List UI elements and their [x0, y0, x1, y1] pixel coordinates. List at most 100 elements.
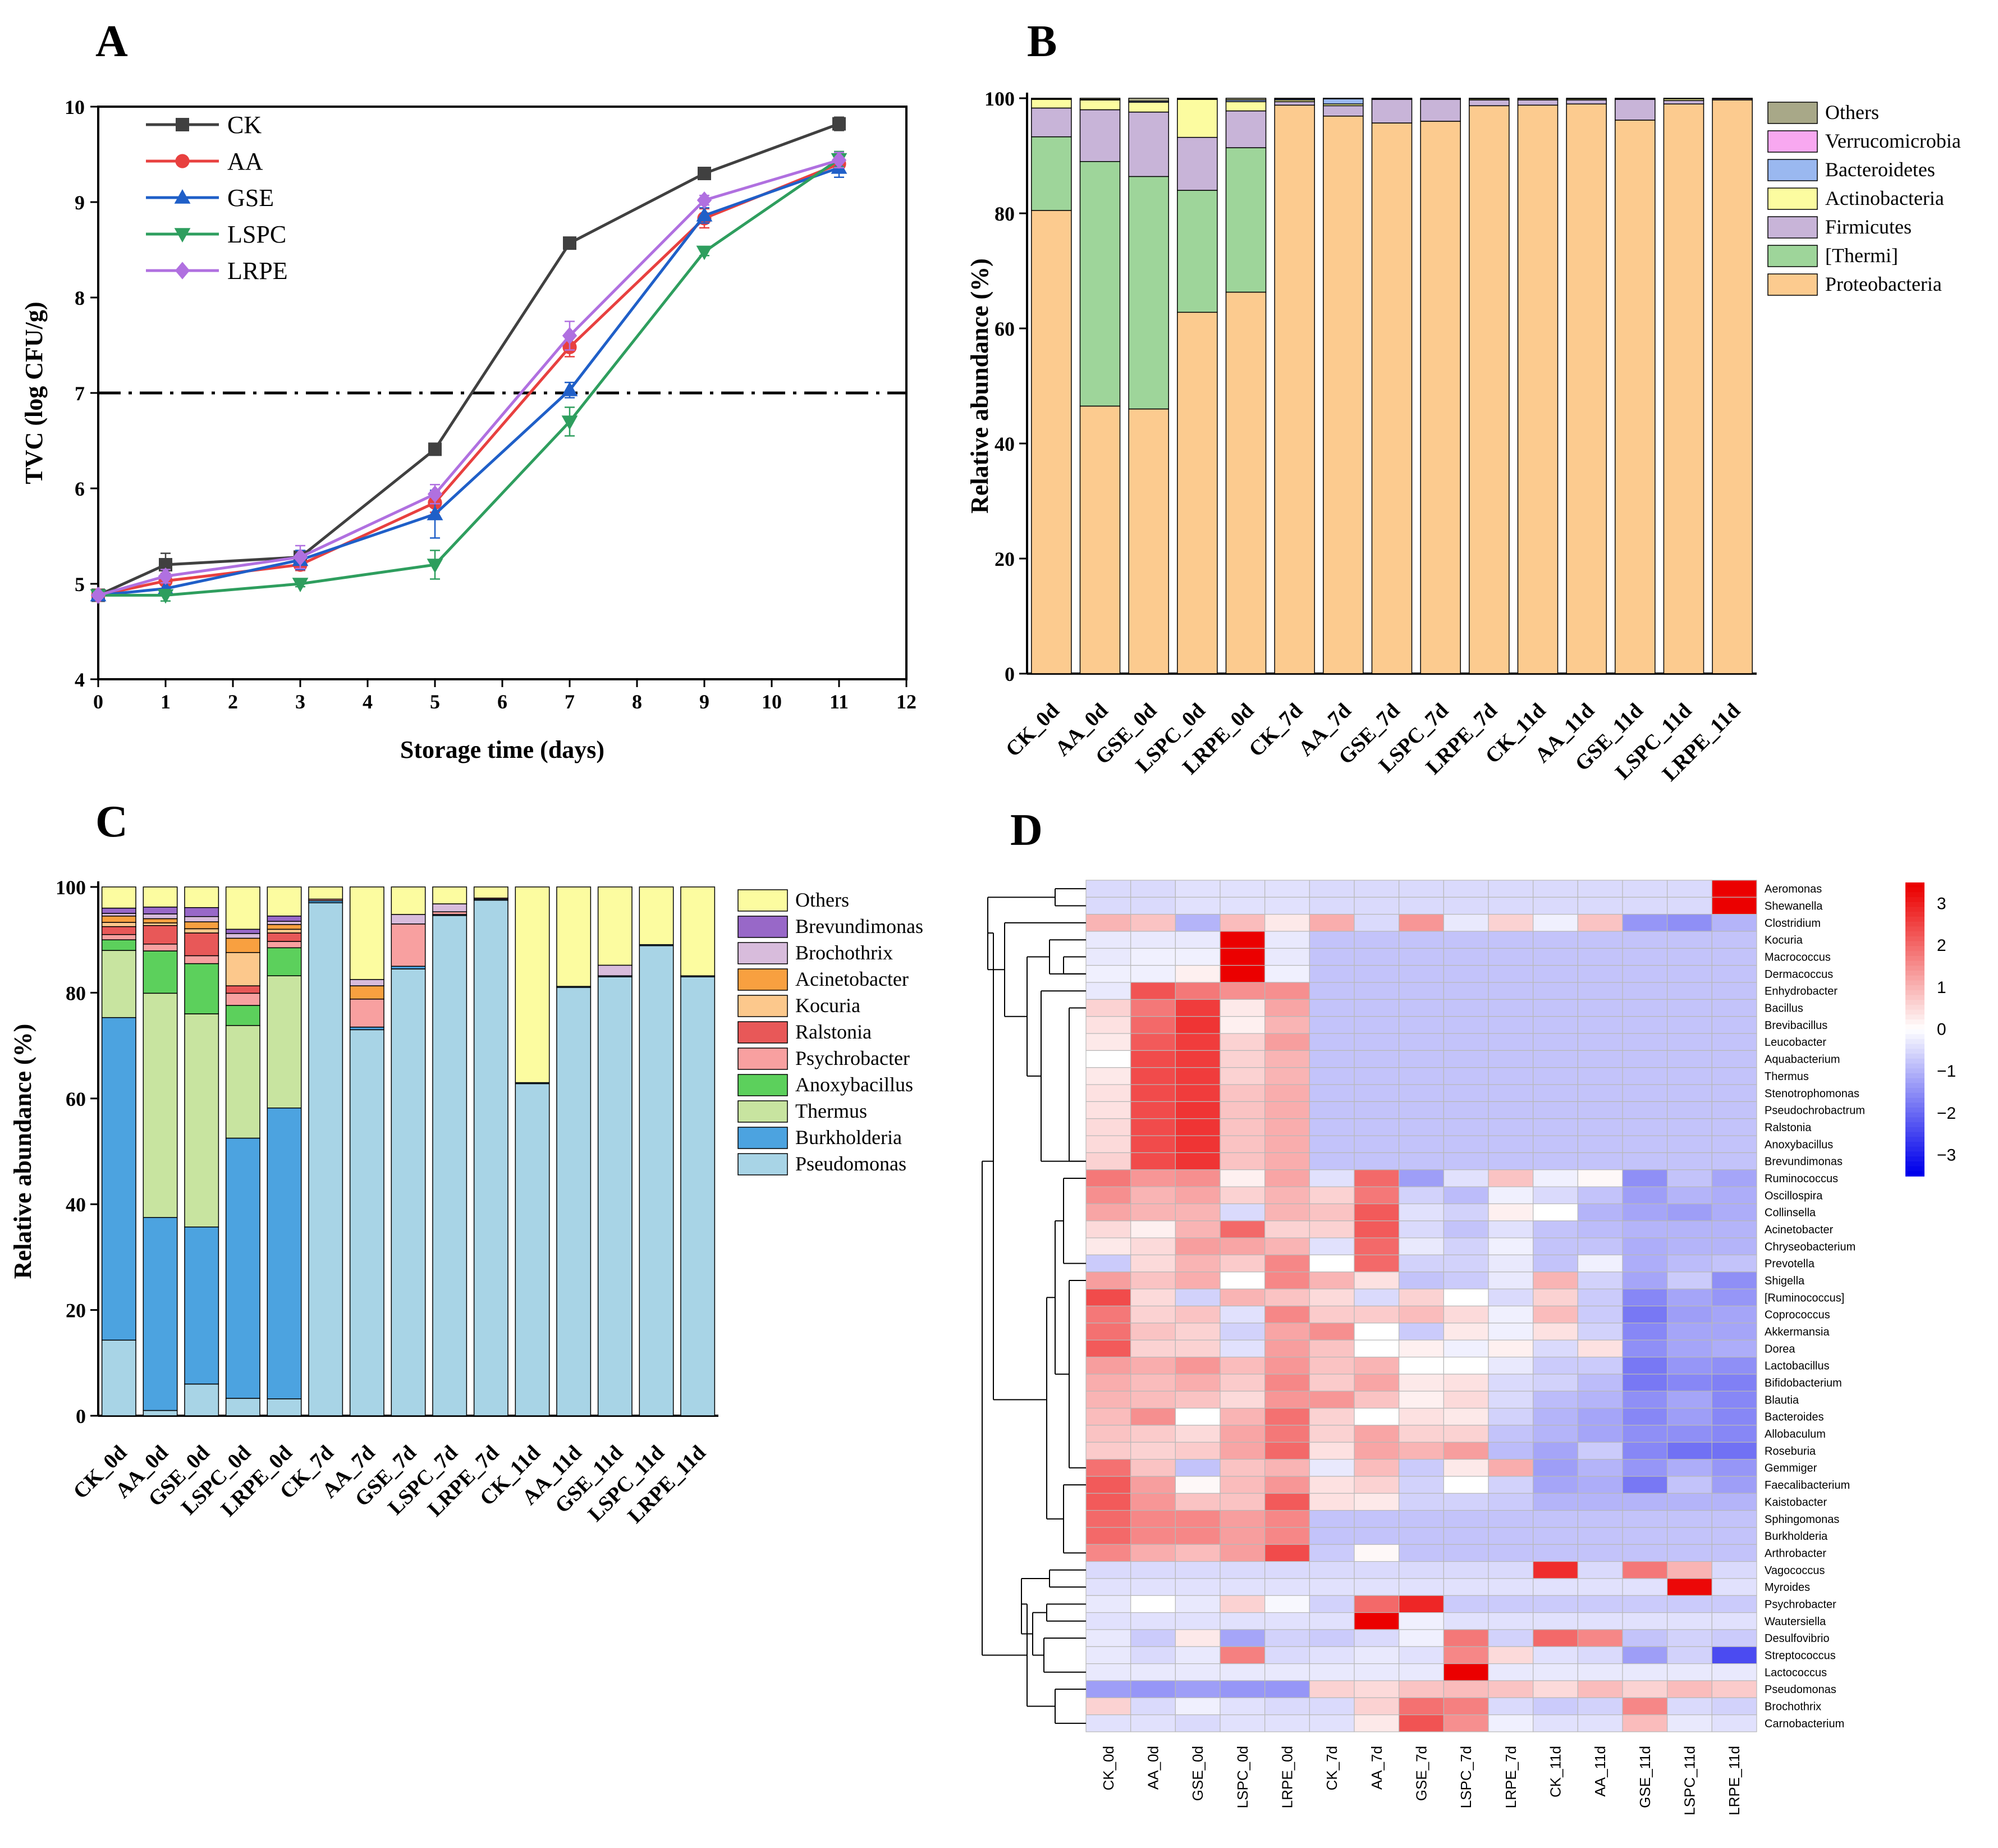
panel-letter-c: C — [95, 797, 128, 847]
bar-segment-brochothrix — [349, 979, 384, 986]
bar-segment-firmicutes — [1371, 99, 1413, 123]
bar-segment-burkholderia — [184, 1226, 219, 1385]
legend-label-acinetobacter: Acinetobacter — [795, 968, 909, 990]
heatmap-cell — [1711, 1442, 1757, 1460]
heatmap-cell — [1220, 1629, 1266, 1647]
heatmap-cell — [1443, 1101, 1489, 1119]
heatmap-cell — [1711, 982, 1757, 1000]
heatmap-cell — [1220, 965, 1266, 983]
x-tick-label: 7 — [565, 690, 575, 713]
heatmap-cell — [1220, 931, 1266, 949]
heatmap-cell — [1443, 1084, 1489, 1103]
heatmap-cell — [1399, 1135, 1444, 1154]
series-aa — [91, 155, 846, 602]
heatmap-cell — [1220, 1271, 1266, 1289]
heatmap-cell — [1309, 1203, 1355, 1222]
heatmap-row-label: Allobaculum — [1765, 1428, 1826, 1440]
bar-segment-brochothrix — [184, 916, 219, 922]
heatmap-cell — [1264, 1254, 1310, 1273]
heatmap-cell — [1488, 1305, 1534, 1324]
heatmap-row-label: Thermus — [1765, 1071, 1809, 1083]
legend-marker-lrpe — [175, 262, 190, 280]
heatmap-cell — [1399, 1101, 1444, 1119]
heatmap-cell — [1667, 1714, 1712, 1732]
heatmap-cell — [1130, 1186, 1176, 1205]
heatmap-cell — [1175, 880, 1221, 898]
heatmap-cell — [1309, 1425, 1355, 1443]
colorbar-segment — [1905, 1009, 1924, 1016]
heatmap-row-ruminococcus — [1085, 1288, 1757, 1307]
bar-segment-acinetobacter — [184, 921, 219, 930]
heatmap-cell — [1175, 1509, 1221, 1528]
heatmap-cell — [1533, 1425, 1578, 1443]
category-label: CK_0d — [1001, 699, 1064, 762]
heatmap-cell — [1130, 1339, 1176, 1358]
heatmap-cell — [1577, 1339, 1623, 1358]
heatmap-cell — [1577, 1493, 1623, 1511]
heatmap-cell — [1488, 1425, 1534, 1443]
heatmap-cell — [1443, 1578, 1489, 1596]
heatmap-cell — [1577, 1271, 1623, 1289]
heatmap-cell — [1622, 931, 1668, 949]
heatmap-cell — [1488, 1595, 1534, 1613]
bar-segment-firmicutes — [1128, 111, 1169, 177]
heatmap-row-ralstonia — [1085, 1118, 1757, 1136]
heatmap-cell — [1130, 1033, 1176, 1051]
bar-segment-brevundimonas — [267, 916, 302, 922]
heatmap-cell — [1264, 1339, 1310, 1358]
bar-gse-7d — [1371, 98, 1413, 674]
heatmap-cell — [1399, 948, 1444, 966]
heatmap-cell — [1711, 1323, 1757, 1341]
y-tick-label: 20 — [66, 1300, 86, 1322]
heatmap-cell — [1667, 1016, 1712, 1034]
legend-b: Others Verrucomicrobia Bacteroidetes Actino… — [1767, 101, 1961, 296]
bar-segment-ralstonia — [143, 925, 178, 945]
heatmap-row-label: Collinsella — [1765, 1207, 1816, 1219]
bar-segment-others — [639, 886, 674, 945]
heatmap-cell — [1354, 1084, 1400, 1103]
heatmap-cell — [1354, 1186, 1400, 1205]
heatmap-column-label: CK_11d — [1547, 1746, 1564, 1797]
heatmap-cell — [1354, 1033, 1400, 1051]
heatmap-cell — [1264, 1101, 1310, 1119]
heatmap-cell — [1130, 1714, 1176, 1732]
colorbar-segment — [1905, 1049, 1924, 1054]
heatmap-cell — [1130, 1203, 1176, 1222]
heatmap-cell — [1488, 1390, 1534, 1409]
heatmap-cell — [1130, 1561, 1176, 1579]
heatmap-cell — [1309, 880, 1355, 898]
heatmap-cell — [1443, 931, 1489, 949]
heatmap-cell — [1220, 1237, 1266, 1256]
heatmap-cell — [1622, 1050, 1668, 1068]
bar-segment-pseudomonas — [432, 915, 468, 1416]
heatmap-cell — [1533, 948, 1578, 966]
data-point — [831, 151, 847, 169]
heatmap-cell — [1667, 896, 1712, 915]
heatmap-cell — [1667, 1407, 1712, 1426]
bar-segment-pseudomonas — [225, 1398, 260, 1416]
legend-label-lspc: LSPC — [227, 221, 286, 248]
legend-c: Others Brevundimonas Brochothrix Acinetobac… — [737, 889, 923, 1175]
legend-swatch-verrucomicrobia — [1767, 130, 1818, 153]
heatmap-row-kocuria — [1085, 931, 1757, 949]
heatmap-row-label: Streptococcus — [1765, 1649, 1836, 1662]
colorbar-segment — [1905, 1078, 1924, 1084]
heatmap-cell — [1130, 1476, 1176, 1494]
bar-segment-anoxybacillus — [267, 947, 302, 977]
category-label: CK_7d — [1244, 699, 1307, 762]
heatmap-cell — [1399, 1697, 1444, 1716]
heatmap-cell — [1711, 1033, 1757, 1051]
heatmap-cell — [1130, 1323, 1176, 1341]
heatmap-cell — [1264, 1016, 1310, 1034]
heatmap-cell — [1220, 1663, 1266, 1681]
legend-swatch-pseudomonas — [737, 1153, 788, 1175]
bar-segment-thermi — [1128, 176, 1169, 410]
heatmap-row-arthrobacter — [1085, 1544, 1757, 1562]
legend-swatch-psychrobacter — [737, 1047, 788, 1070]
legend-swatch-kocuria — [737, 995, 788, 1017]
heatmap-cell — [1622, 1407, 1668, 1426]
colorbar-segment — [1905, 902, 1924, 908]
bar-segment-proteobacteria — [1517, 104, 1559, 674]
heatmap-cell — [1220, 1476, 1266, 1494]
heatmap-cell — [1488, 1323, 1534, 1341]
